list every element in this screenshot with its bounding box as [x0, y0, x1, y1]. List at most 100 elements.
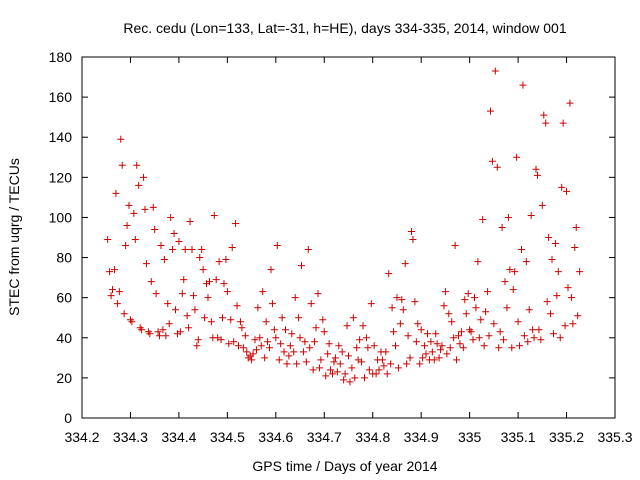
data-point — [329, 370, 337, 378]
data-point — [516, 342, 524, 350]
data-point — [341, 370, 349, 378]
data-point — [542, 119, 550, 127]
data-point — [227, 316, 235, 324]
data-point — [482, 308, 490, 316]
data-point — [387, 360, 395, 368]
data-point — [309, 366, 317, 374]
data-point — [404, 332, 412, 340]
data-point — [561, 322, 569, 330]
data-point — [362, 334, 370, 342]
data-point — [462, 310, 470, 318]
data-point — [519, 81, 527, 89]
data-point — [249, 350, 257, 358]
data-point — [256, 334, 264, 342]
data-point — [147, 278, 155, 286]
x-tick-label: 334.3 — [113, 429, 148, 445]
data-point — [140, 173, 148, 181]
data-point — [422, 350, 430, 358]
data-point — [549, 330, 557, 338]
x-tick-label: 335.1 — [501, 429, 536, 445]
data-point — [412, 338, 420, 346]
x-axis-ticks: 334.2 334.3 334.4 334.5 334.6 334.7 334.8 334.9… — [64, 57, 633, 445]
data-point — [112, 189, 120, 197]
data-point — [272, 334, 280, 342]
data-point — [346, 378, 354, 386]
data-point — [133, 161, 141, 169]
x-tick-label: 334.8 — [355, 429, 390, 445]
y-tick-label: 140 — [49, 129, 73, 145]
data-point — [205, 278, 213, 286]
data-point — [451, 242, 459, 250]
data-point — [427, 338, 435, 346]
data-point — [199, 266, 207, 274]
data-point — [183, 312, 191, 320]
data-point — [563, 187, 571, 195]
data-point — [325, 340, 333, 348]
data-point — [470, 294, 478, 302]
data-point — [135, 181, 143, 189]
data-point — [286, 342, 294, 350]
data-point — [312, 324, 320, 332]
chart-title: Rec. cedu (Lon=133, Lat=-31, h=HE), days… — [123, 20, 566, 36]
data-point — [149, 203, 157, 211]
data-point — [378, 356, 386, 364]
y-tick-label: 0 — [64, 410, 72, 426]
data-point — [331, 354, 339, 362]
data-point — [545, 234, 553, 241]
data-point — [330, 358, 338, 366]
data-point — [212, 276, 220, 284]
data-point — [181, 246, 189, 254]
x-tick-label: 334.4 — [161, 429, 196, 445]
data-point — [411, 298, 419, 306]
data-point — [172, 306, 180, 314]
data-point — [572, 223, 580, 231]
data-point — [392, 342, 400, 350]
data-point — [406, 354, 414, 362]
data-point — [278, 314, 286, 322]
data-point — [416, 360, 424, 368]
data-point — [547, 310, 555, 318]
data-point — [324, 350, 332, 358]
data-point — [538, 201, 546, 209]
data-point — [236, 318, 244, 326]
data-point — [311, 338, 319, 346]
data-point — [288, 330, 296, 338]
data-point — [306, 344, 314, 352]
data-point — [554, 268, 562, 276]
data-point — [367, 300, 375, 308]
data-point — [107, 292, 115, 300]
data-point — [414, 320, 422, 328]
data-point — [477, 316, 485, 324]
data-point — [220, 280, 228, 288]
data-point — [508, 344, 516, 352]
data-point — [290, 348, 298, 356]
data-point — [475, 334, 483, 342]
data-point — [307, 300, 315, 308]
data-point — [543, 298, 551, 306]
data-point — [267, 266, 275, 274]
data-point — [469, 336, 477, 344]
data-point — [273, 242, 281, 250]
data-point — [566, 99, 574, 107]
data-point — [353, 344, 361, 352]
data-point — [393, 294, 401, 302]
data-point — [185, 324, 193, 332]
data-point — [225, 340, 233, 348]
data-point — [409, 236, 417, 244]
data-point — [537, 336, 545, 344]
data-point — [257, 342, 265, 350]
data-point — [301, 338, 309, 346]
data-point — [241, 332, 249, 340]
data-point — [232, 219, 240, 227]
data-point — [254, 304, 262, 312]
data-point — [488, 157, 496, 165]
data-point — [398, 296, 406, 304]
data-point — [320, 328, 328, 336]
data-point — [109, 286, 117, 294]
data-point — [176, 328, 184, 336]
data-point — [122, 242, 130, 250]
y-tick-label: 40 — [56, 330, 72, 346]
data-point — [175, 238, 183, 246]
data-point — [338, 348, 346, 356]
data-point — [432, 330, 440, 338]
